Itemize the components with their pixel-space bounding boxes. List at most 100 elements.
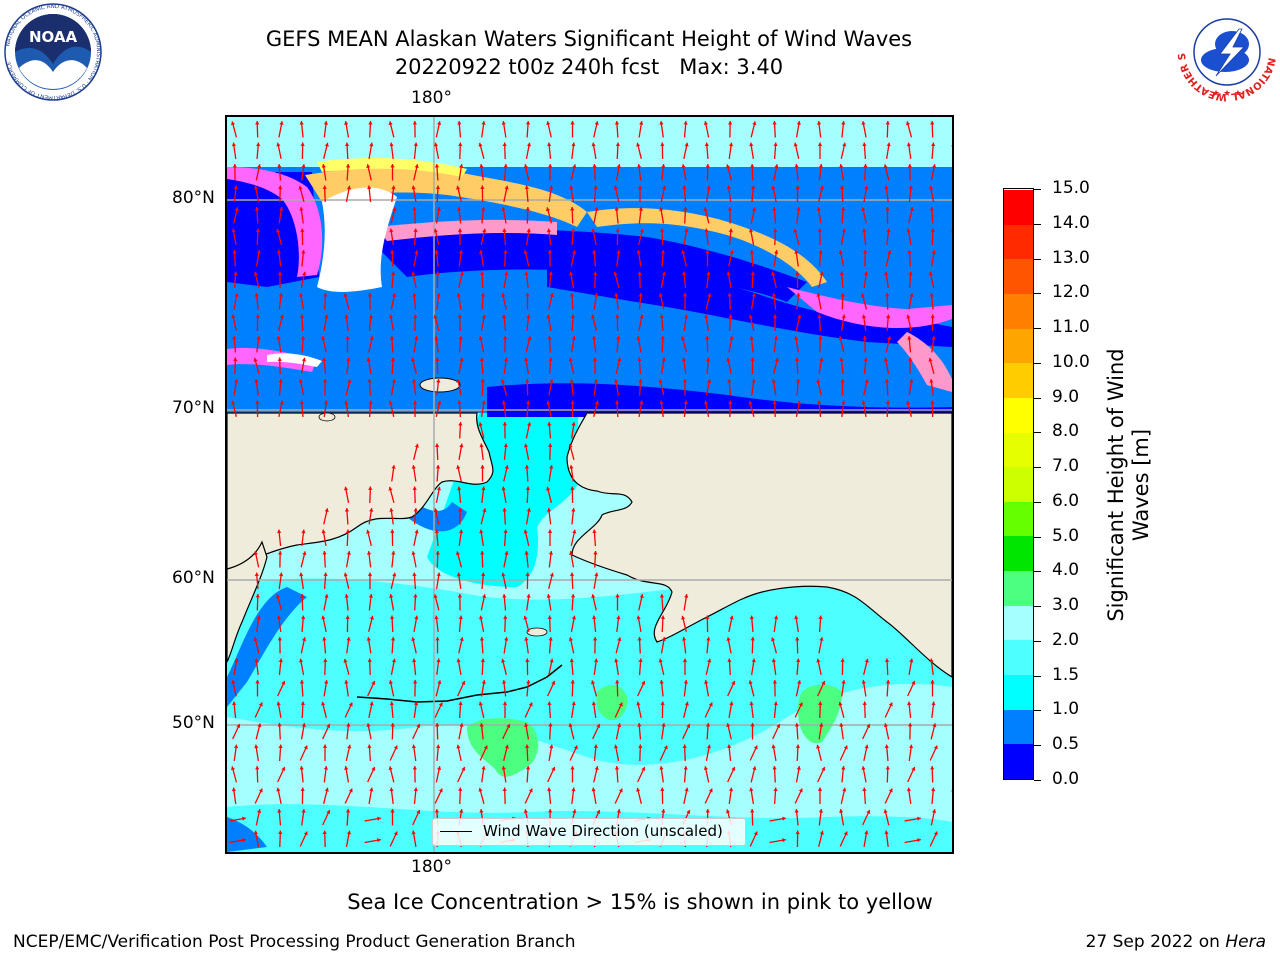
wave-arrow-head (388, 121, 393, 126)
colorbar-tick (1034, 501, 1041, 503)
wave-arrow-head (885, 293, 890, 297)
wave-arrow-head (819, 271, 824, 276)
wave-arrow-head (525, 121, 531, 125)
wave-arrow-head (861, 766, 866, 770)
wave-arrow-head (412, 658, 417, 663)
wave-arrow-head (929, 207, 935, 211)
wave-arrow-head (278, 185, 283, 189)
wave-arrow-head (661, 723, 666, 727)
wave-arrow-head (414, 615, 419, 620)
wave-arrow-head (501, 293, 506, 298)
wave-arrow-head (614, 400, 620, 404)
wave-arrow-head (706, 744, 712, 749)
wave-arrow-head (390, 529, 395, 533)
wave-arrow-head (525, 766, 531, 770)
wave-arrow-head (593, 185, 598, 190)
wave-arrow-head (905, 121, 911, 126)
wave-arrow-head (301, 637, 307, 641)
wave-arrow-head (278, 379, 283, 383)
wave-arrow-head (752, 766, 757, 771)
wave-arrow-head (793, 228, 798, 233)
wave-arrow-head (636, 164, 642, 168)
colorbar-tick (1034, 710, 1041, 712)
wave-arrow-head (479, 164, 484, 168)
wave-arrow-head (593, 271, 598, 275)
wave-arrow-head (459, 271, 464, 276)
wave-arrow-head (277, 637, 283, 641)
footer-credit: NCEP/EMC/Verification Post Processing Pr… (13, 932, 576, 952)
wave-arrow-head (753, 831, 758, 836)
wave-arrow-head (907, 723, 913, 727)
wave-arrow-head (731, 681, 736, 685)
wave-arrow-head (818, 164, 824, 168)
wave-arrow-head (391, 379, 396, 383)
wave-arrow-head (414, 164, 419, 169)
wave-arrow-head (795, 271, 800, 275)
wave-arrow-head (707, 293, 712, 298)
wave-arrow-head (682, 744, 687, 748)
wave-arrow-head (388, 766, 393, 771)
colorbar-tick-label: 7.0 (1052, 456, 1080, 477)
wave-arrow-head (816, 121, 822, 125)
wave-arrow-head (389, 594, 394, 598)
colorbar-tick-label: 10.0 (1052, 351, 1090, 372)
wave-arrow-head (322, 379, 328, 383)
wave-arrow-head (861, 314, 867, 319)
wave-arrow-head (772, 121, 777, 125)
wave-arrow-head (817, 400, 822, 405)
wave-arrow-head (641, 681, 646, 685)
wave-arrow-head (480, 551, 485, 555)
wave-arrow-head (684, 701, 689, 706)
wave-arrow-head (774, 250, 779, 254)
wave-arrow-head (591, 228, 596, 233)
wave-arrow-head (749, 787, 754, 792)
wave-arrow-head (459, 357, 464, 362)
wave-arrow-head (616, 164, 621, 168)
wave-arrow-head (413, 142, 418, 147)
wave-arrow-head (663, 745, 668, 750)
wave-arrow-head (255, 594, 260, 598)
wave-arrow-head (592, 357, 598, 361)
wave-arrow-head (750, 164, 755, 168)
wave-arrow-head (369, 336, 374, 341)
wave-arrow-head (748, 314, 753, 319)
wave-arrow-head (726, 637, 731, 641)
wave-arrow-head (480, 658, 486, 662)
wave-arrow-head (591, 142, 596, 147)
wave-arrow-head (866, 810, 871, 814)
wave-arrow-head (568, 357, 573, 362)
wave-arrow-head (636, 250, 641, 254)
wave-arrow-head (639, 228, 644, 233)
wave-arrow-head (658, 293, 664, 297)
wave-height-map (227, 117, 952, 852)
wave-arrow-head (771, 271, 776, 276)
wave-arrow-head (277, 723, 282, 727)
wave-arrow-head (346, 637, 351, 641)
wave-arrow-head (231, 787, 237, 792)
wave-arrow-head (321, 701, 326, 706)
wave-arrow-head (590, 680, 596, 685)
wave-arrow-head (728, 314, 733, 319)
wave-arrow-head (501, 121, 506, 125)
wave-arrow-head (482, 508, 487, 513)
wave-arrow-head (277, 551, 283, 555)
wave-arrow-head (796, 766, 801, 770)
wave-arrow-head (661, 357, 666, 362)
wave-arrow-head (324, 508, 329, 513)
wave-arrow-head (706, 271, 711, 276)
wave-arrow-head (571, 508, 576, 512)
wave-arrow-head (461, 681, 466, 685)
wave-arrow-head (771, 658, 777, 663)
wave-arrow-head (299, 207, 304, 211)
wave-arrow-head (300, 228, 305, 232)
wave-arrow-head (481, 572, 486, 577)
wave-arrow-head (459, 637, 464, 642)
colorbar-band (1004, 189, 1033, 225)
wave-arrow-head (796, 400, 802, 405)
wave-arrow-head (434, 809, 440, 813)
wave-arrow-head (795, 379, 801, 383)
wave-arrow-head (684, 787, 689, 792)
wave-arrow-head (866, 724, 871, 728)
wave-arrow-head (682, 185, 687, 190)
wave-arrow-head (906, 142, 912, 147)
